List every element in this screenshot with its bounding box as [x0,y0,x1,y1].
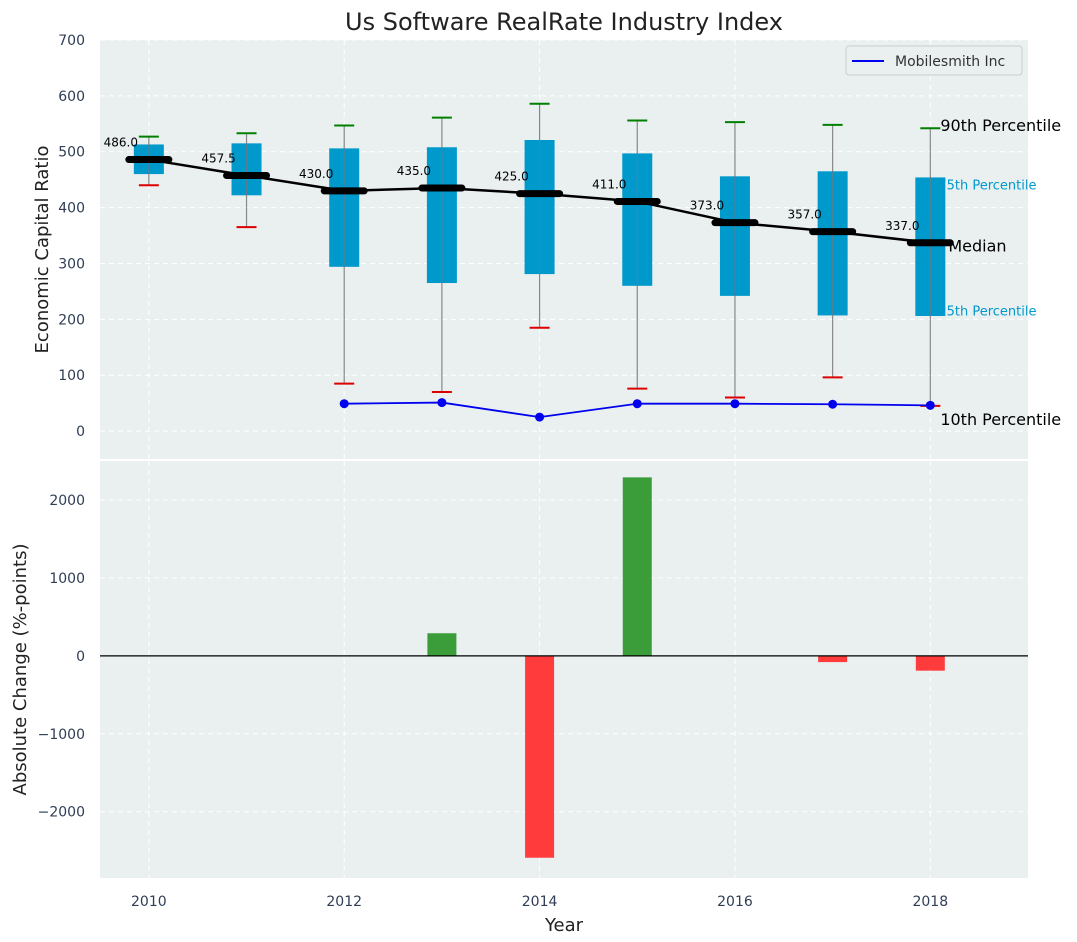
legend-box [845,45,1023,76]
company-point [828,399,838,409]
x-tick-label: 2012 [326,894,362,910]
y-tick-label: 100 [58,368,85,384]
y-tick-label: 300 [58,256,85,272]
y-tick-label: −1000 [38,727,85,743]
median-value-label: 430.0 [299,167,333,181]
company-point [339,399,349,409]
median-value-label: 486.0 [104,136,138,150]
x-axis-ticks: 2010 2012 2014 2016 2018 [131,894,948,910]
box-plot-background [100,40,1028,459]
legend-label: Mobilesmith Inc [895,54,1005,70]
box-plot-panel: 0 100 200 300 400 500 600 700 486.0 457.5 430.0 43… [32,33,1061,459]
company-point [437,398,447,408]
median-value-label: 435.0 [397,164,431,178]
change-bar-y-ticks: −2000 −1000 0 1000 2000 [38,493,85,821]
y-tick-label: 1000 [49,571,85,587]
change-bar [427,633,457,656]
company-point [535,412,545,422]
y-tick-label: 600 [58,89,85,105]
y-tick-label: 2000 [49,493,85,509]
change-bar [525,655,555,858]
change-bar [622,477,652,656]
y-tick-label: 500 [58,145,85,161]
company-point [925,400,935,410]
y-tick-label: 200 [58,312,85,328]
box-plot-y-axis-label: Economic Capital Ratio [32,146,53,354]
x-tick-label: 2010 [131,894,167,910]
median-value-label: 425.0 [494,170,528,184]
company-point [632,399,642,409]
box-plot-y-ticks: 0 100 200 300 400 500 600 700 [58,33,85,440]
chart-title: Us Software RealRate Industry Index [345,8,783,36]
percentile-label-median: Median [948,237,1006,256]
y-tick-label: −2000 [38,805,85,821]
company-point [730,399,740,409]
median-value-label: 337.0 [885,219,919,233]
box-plot-boxes: 486.0 457.5 430.0 435.0 425.0 411.0 373.0 357.0… [104,102,954,407]
median-value-label: 457.5 [201,151,235,165]
x-tick-label: 2018 [912,894,948,910]
change-bar-background [100,461,1028,878]
legend: Mobilesmith Inc [845,45,1023,76]
change-bars [100,477,1028,858]
company-series [339,398,935,422]
x-tick-label: 2014 [522,894,558,910]
y-tick-label: 0 [76,649,85,665]
median-value-label: 373.0 [690,199,724,213]
percentile-label-p25: 25th Percentile [938,304,1036,319]
y-tick-label: 700 [58,33,85,49]
y-tick-label: 0 [76,424,85,440]
percentile-label-p90: 90th Percentile [940,116,1061,135]
percentile-label-p75: 75th Percentile [938,179,1036,194]
change-bar-y-axis-label: Absolute Change (%-points) [10,544,31,796]
x-tick-label: 2016 [717,894,753,910]
change-bar [915,655,945,671]
x-axis-label: Year [544,915,584,936]
change-bar [818,655,848,663]
change-bar-panel: −2000 −1000 0 1000 2000 2010 2012 2014 2016 2018… [10,461,1028,936]
median-value-label: 411.0 [592,177,626,191]
percentile-label-p10: 10th Percentile [940,410,1061,429]
y-tick-label: 400 [58,201,85,217]
median-value-label: 357.0 [787,208,821,222]
percentile-annotations: 90th Percentile 75th Percentile Median 25th… [938,116,1061,429]
